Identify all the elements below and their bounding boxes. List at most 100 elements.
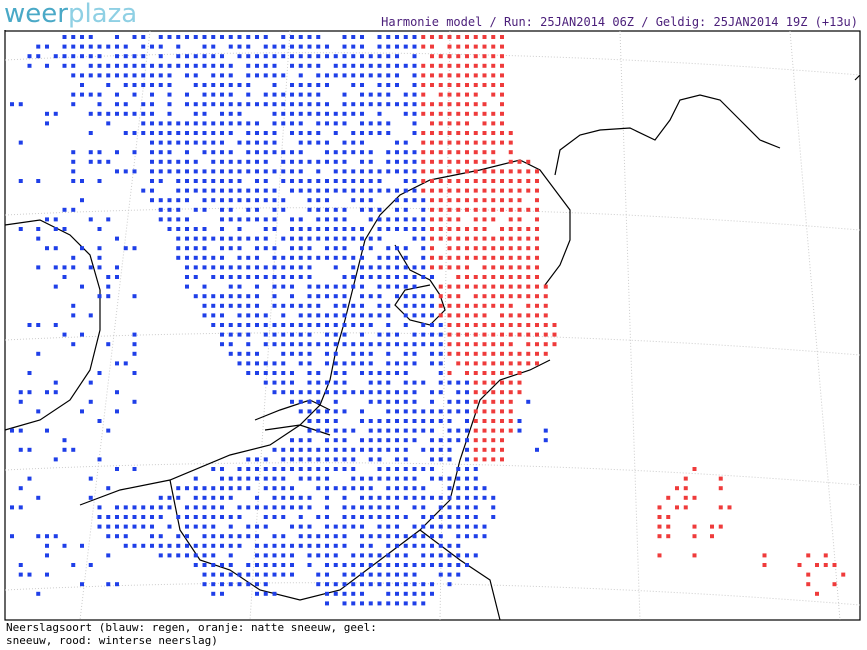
precip-cell bbox=[246, 457, 251, 462]
precip-cell bbox=[185, 284, 189, 289]
precip-cell bbox=[71, 447, 76, 452]
precip-cell bbox=[508, 246, 513, 251]
precip-cell bbox=[377, 438, 382, 443]
precip-cell bbox=[228, 207, 233, 212]
precip-cell bbox=[482, 351, 487, 356]
precip-cell bbox=[377, 255, 382, 260]
precip-cell bbox=[718, 505, 723, 510]
precip-cell bbox=[141, 543, 146, 548]
precip-cell bbox=[342, 236, 347, 241]
precip-cell bbox=[255, 505, 259, 510]
precip-cell bbox=[823, 553, 828, 558]
precip-cell bbox=[430, 236, 434, 241]
precip-cell bbox=[368, 92, 373, 97]
precip-cell bbox=[473, 476, 478, 481]
precip-cell bbox=[368, 563, 373, 567]
precip-cell bbox=[333, 524, 338, 529]
precip-cell bbox=[465, 553, 469, 558]
precip-cell bbox=[333, 294, 338, 299]
precip-cell bbox=[202, 486, 207, 491]
precip-cell bbox=[386, 342, 391, 347]
precip-cell bbox=[10, 428, 14, 433]
precip-cell bbox=[438, 447, 443, 452]
precip-cell bbox=[307, 563, 312, 567]
precip-cell bbox=[342, 390, 347, 395]
precip-cell bbox=[290, 572, 294, 577]
precip-cell bbox=[115, 505, 119, 510]
precip-cell bbox=[508, 342, 513, 347]
precip-cell bbox=[456, 83, 461, 87]
precip-cell bbox=[272, 534, 277, 539]
precip-cell bbox=[395, 390, 399, 395]
precip-cell bbox=[430, 303, 434, 308]
precip-cell bbox=[456, 207, 461, 212]
precip-cell bbox=[351, 515, 356, 519]
precip-cell bbox=[255, 572, 259, 577]
precip-cell bbox=[351, 447, 356, 452]
precip-cell bbox=[430, 169, 434, 174]
precip-cell bbox=[351, 131, 356, 135]
precip-cell bbox=[36, 351, 41, 356]
precip-cell bbox=[202, 543, 207, 548]
precip-cell bbox=[412, 419, 417, 423]
precip-cell bbox=[447, 553, 452, 558]
precip-cell bbox=[325, 140, 329, 145]
precip-cell bbox=[211, 92, 216, 97]
precip-cell bbox=[403, 342, 408, 347]
precip-cell bbox=[141, 73, 146, 78]
precip-cell bbox=[97, 150, 102, 155]
precip-cell bbox=[80, 83, 84, 87]
precip-cell bbox=[535, 255, 539, 260]
precip-cell bbox=[220, 73, 224, 78]
precip-cell bbox=[106, 486, 111, 491]
precip-cell bbox=[325, 380, 329, 385]
precip-cell bbox=[220, 246, 224, 251]
precip-cell bbox=[333, 121, 338, 126]
precip-cell bbox=[351, 601, 356, 606]
precip-cell bbox=[473, 505, 478, 510]
precip-cell bbox=[263, 361, 268, 366]
precip-cell bbox=[421, 591, 426, 596]
precip-cell bbox=[255, 246, 259, 251]
precip-cell bbox=[438, 342, 443, 347]
precip-cell bbox=[482, 390, 487, 395]
precip-cell bbox=[272, 476, 277, 481]
precip-cell bbox=[438, 102, 443, 107]
precip-cell bbox=[456, 351, 461, 356]
precip-cell bbox=[263, 323, 268, 327]
precip-cell bbox=[421, 265, 426, 270]
precip-cell bbox=[377, 294, 382, 299]
precip-cell bbox=[500, 438, 504, 443]
precip-cell bbox=[386, 409, 391, 414]
precip-cell bbox=[237, 255, 242, 260]
precip-cell bbox=[342, 227, 347, 231]
precip-cell bbox=[158, 198, 163, 203]
precip-cell bbox=[360, 63, 364, 68]
precip-cell bbox=[342, 275, 347, 279]
coastlines bbox=[4, 30, 861, 621]
precip-cell bbox=[290, 495, 294, 500]
precip-cell bbox=[316, 457, 321, 462]
precip-cell bbox=[185, 486, 189, 491]
precip-cell bbox=[421, 179, 426, 183]
precip-cell bbox=[395, 486, 399, 491]
precip-cell bbox=[71, 207, 76, 212]
precip-cell bbox=[333, 236, 338, 241]
precip-cell bbox=[508, 207, 513, 212]
precip-cell bbox=[491, 457, 496, 462]
precip-cell bbox=[123, 246, 128, 251]
precip-cell bbox=[430, 313, 434, 318]
precip-cell bbox=[395, 563, 399, 567]
precip-cell bbox=[158, 505, 163, 510]
precip-cell bbox=[115, 361, 119, 366]
precip-cell bbox=[325, 563, 329, 567]
precip-cell bbox=[307, 63, 312, 68]
precip-cell bbox=[193, 486, 198, 491]
precip-cell bbox=[36, 591, 41, 596]
precip-cell bbox=[281, 73, 286, 78]
precip-cell bbox=[377, 227, 382, 231]
precip-cell bbox=[220, 313, 224, 318]
precip-cell bbox=[360, 409, 364, 414]
precip-cell bbox=[447, 73, 452, 78]
precip-cell bbox=[543, 332, 548, 337]
